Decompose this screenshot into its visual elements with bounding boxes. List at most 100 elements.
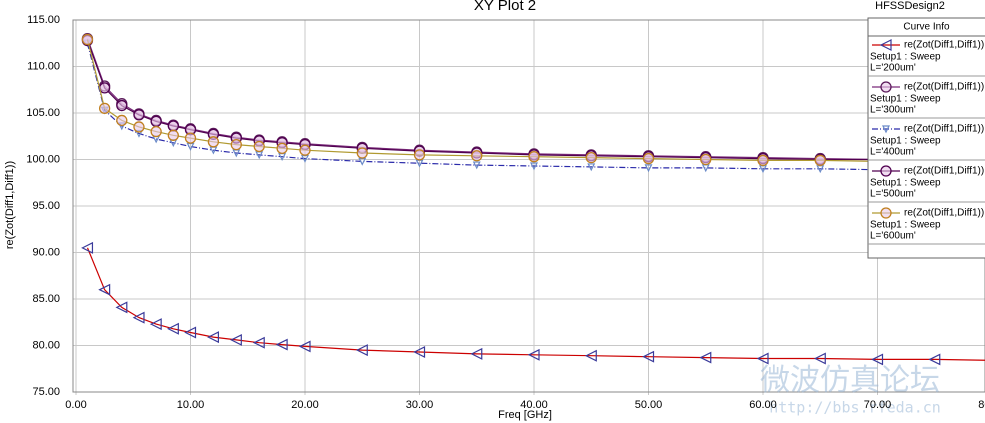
legend-marker — [879, 39, 892, 51]
marker — [700, 153, 712, 166]
marker — [133, 109, 145, 121]
legend-variation: L='500um' — [870, 189, 916, 200]
chart-title: XY Plot 2 — [474, 0, 536, 14]
x-tick-label: 50.00 — [635, 399, 663, 411]
x-tick-label: 40.00 — [520, 399, 548, 411]
marker — [356, 147, 368, 159]
legend-label: re(Zot(Diff1,Diff1)) — [904, 82, 984, 93]
legend-setup: Setup1 : Sweep — [870, 52, 941, 63]
marker — [116, 114, 128, 127]
marker — [527, 348, 540, 361]
legend-marker — [880, 81, 892, 93]
legend-variation: L='600um' — [870, 231, 916, 242]
y-tick-label: 75.00 — [32, 386, 60, 398]
marker — [207, 136, 220, 148]
legend-variation: L='300um' — [870, 105, 916, 116]
legend-label: re(Zot(Diff1,Diff1)) — [904, 208, 984, 219]
legend-setup: Setup1 : Sweep — [870, 220, 941, 231]
marker — [150, 115, 162, 128]
legend-title: Curve Info — [903, 22, 950, 33]
marker — [470, 347, 483, 360]
marker — [413, 346, 426, 358]
y-tick-label: 80.00 — [32, 339, 60, 351]
legend-variation: L='200um' — [870, 63, 916, 74]
marker — [98, 283, 111, 296]
marker — [530, 162, 538, 171]
marker — [133, 121, 145, 133]
marker — [98, 102, 111, 114]
x-tick-label: 30.00 — [406, 399, 434, 411]
y-tick-label: 115.00 — [27, 14, 60, 26]
marker — [814, 154, 826, 167]
design-name: HFSSDesign2 — [875, 0, 945, 12]
legend-variation: L='400um' — [870, 147, 916, 158]
y-tick-label: 100.00 — [26, 153, 60, 165]
y-tick-label: 105.00 — [26, 107, 60, 119]
marker — [813, 352, 826, 365]
x-tick-label: 10.00 — [177, 399, 205, 411]
marker — [166, 322, 179, 335]
marker — [757, 154, 769, 167]
x-tick-label: 80.00 — [978, 399, 985, 411]
x-tick-label: 0.00 — [65, 399, 86, 411]
watermark: 微波仿真论坛 — [760, 364, 940, 397]
marker — [150, 125, 162, 138]
marker — [81, 33, 94, 46]
marker — [115, 301, 128, 314]
marker — [871, 353, 884, 366]
marker — [587, 163, 596, 172]
marker — [355, 344, 368, 357]
legend-marker — [880, 165, 892, 177]
legend-setup: Setup1 : Sweep — [870, 178, 941, 189]
marker — [299, 144, 311, 156]
marker — [98, 82, 111, 94]
marker — [184, 132, 197, 144]
marker — [275, 338, 288, 351]
legend-box — [867, 17, 985, 259]
marker — [276, 142, 288, 154]
marker — [644, 164, 653, 173]
marker — [585, 151, 597, 164]
marker — [642, 152, 655, 165]
marker — [699, 351, 712, 364]
legend-setup: Setup1 : Sweep — [870, 136, 941, 147]
marker — [116, 99, 128, 112]
series-line — [86, 43, 985, 171]
marker — [584, 349, 597, 362]
marker — [528, 151, 540, 163]
marker — [149, 318, 162, 331]
y-tick-label: 90.00 — [32, 246, 60, 258]
marker — [207, 331, 219, 344]
marker — [81, 241, 94, 254]
marker — [471, 150, 483, 162]
marker — [132, 311, 145, 324]
marker — [642, 350, 655, 363]
legend-marker — [882, 125, 890, 134]
marker — [928, 353, 941, 366]
marker — [184, 326, 197, 339]
y-axis-label: re(Zot(Diff1,Diff1)) — [4, 161, 16, 249]
marker — [167, 120, 179, 132]
legend-setup: Setup1 : Sweep — [870, 94, 941, 105]
marker — [167, 129, 179, 141]
legend-label: re(Zot(Diff1,Diff1)) — [904, 166, 984, 177]
marker — [298, 340, 311, 353]
x-tick-label: 20.00 — [291, 399, 319, 411]
watermark: http://bbs.rfeda.cn — [769, 399, 941, 417]
marker — [229, 333, 242, 346]
marker — [413, 149, 426, 161]
marker — [756, 352, 769, 365]
y-tick-label: 95.00 — [32, 200, 60, 212]
marker — [253, 140, 265, 153]
legend-marker — [880, 207, 892, 219]
plot-border — [72, 19, 985, 393]
x-axis-label: Freq [GHz] — [498, 409, 552, 421]
plot-area — [72, 19, 985, 395]
marker — [230, 138, 242, 151]
marker — [252, 336, 265, 349]
x-tick-label: 60.00 — [749, 399, 777, 411]
y-tick-label: 110.00 — [27, 60, 60, 72]
y-tick-label: 85.00 — [32, 293, 60, 305]
